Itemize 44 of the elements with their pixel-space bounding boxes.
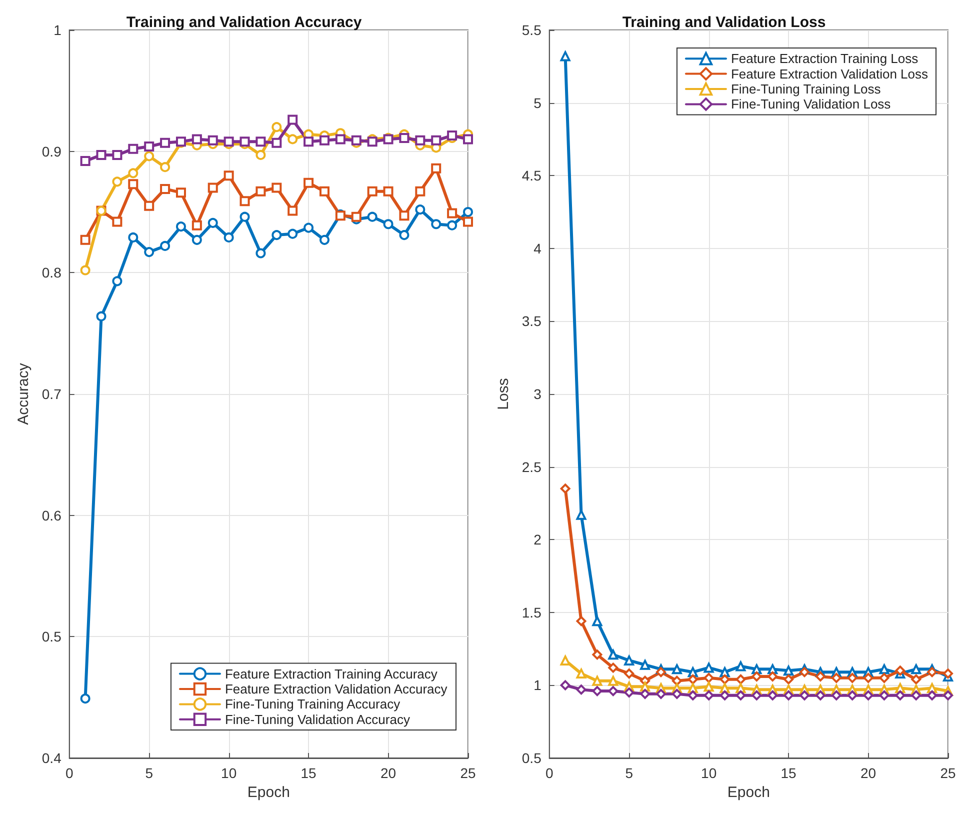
y-tick-label: 0.4 [42, 750, 62, 766]
y-tick-label: 0.6 [42, 507, 62, 524]
chart-title: Training and Validation Loss [622, 14, 826, 31]
legend-label: Fine-Tuning Validation Accuracy [224, 712, 410, 727]
y-tick-label: 1 [54, 22, 62, 38]
legend-label: Fine-Tuning Training Accuracy [224, 696, 401, 712]
x-tick-label: 15 [300, 765, 317, 781]
y-tick-label: 0.7 [42, 386, 62, 402]
y-tick-label: 1.5 [522, 604, 542, 620]
x-tick-label: 5 [145, 765, 154, 781]
x-tick-label: 25 [460, 765, 476, 781]
y-tick-label: 0.9 [42, 143, 62, 160]
y-axis-title: Loss [495, 378, 512, 410]
y-tick-label: 0.5 [42, 628, 62, 645]
chart-title: Training and Validation Accuracy [126, 14, 362, 31]
y-tick-label: 0.5 [522, 750, 542, 766]
legend-label: Feature Extraction Training Accuracy [224, 666, 438, 682]
x-tick-label: 0 [545, 765, 554, 781]
y-tick-label: 2.5 [522, 458, 542, 475]
y-tick-label: 2 [534, 532, 542, 548]
y-tick-label: 5.5 [522, 22, 542, 38]
x-tick-label: 10 [221, 765, 237, 781]
y-axis-title: Accuracy [15, 362, 32, 425]
x-tick-label: 20 [380, 765, 396, 781]
y-tick-label: 0.8 [42, 264, 62, 281]
x-tick-label: 0 [65, 765, 74, 781]
x-axis-title: Epoch [727, 784, 770, 801]
x-tick-label: 20 [860, 765, 876, 781]
y-tick-label: 4.5 [522, 168, 542, 184]
legend-label: Fine-Tuning Training Loss [730, 82, 882, 96]
y-tick-label: 4 [534, 240, 542, 256]
y-tick-label: 3.5 [522, 313, 542, 330]
x-tick-label: 10 [701, 765, 717, 781]
y-tick-label: 1 [534, 677, 542, 694]
legend-label: Feature Extraction Validation Loss [730, 66, 928, 82]
x-axis-title: Epoch [247, 784, 290, 801]
y-tick-label: 3 [534, 386, 542, 402]
legend-label: Feature Extraction Training Loss [730, 51, 919, 66]
x-tick-label: 15 [780, 765, 797, 781]
x-tick-label: 25 [940, 765, 956, 781]
x-tick-label: 5 [625, 765, 634, 781]
y-tick-label: 5 [534, 94, 542, 111]
legend-label: Fine-Tuning Validation Loss [730, 96, 892, 112]
legend-label: Feature Extraction Validation Accuracy [224, 682, 448, 696]
